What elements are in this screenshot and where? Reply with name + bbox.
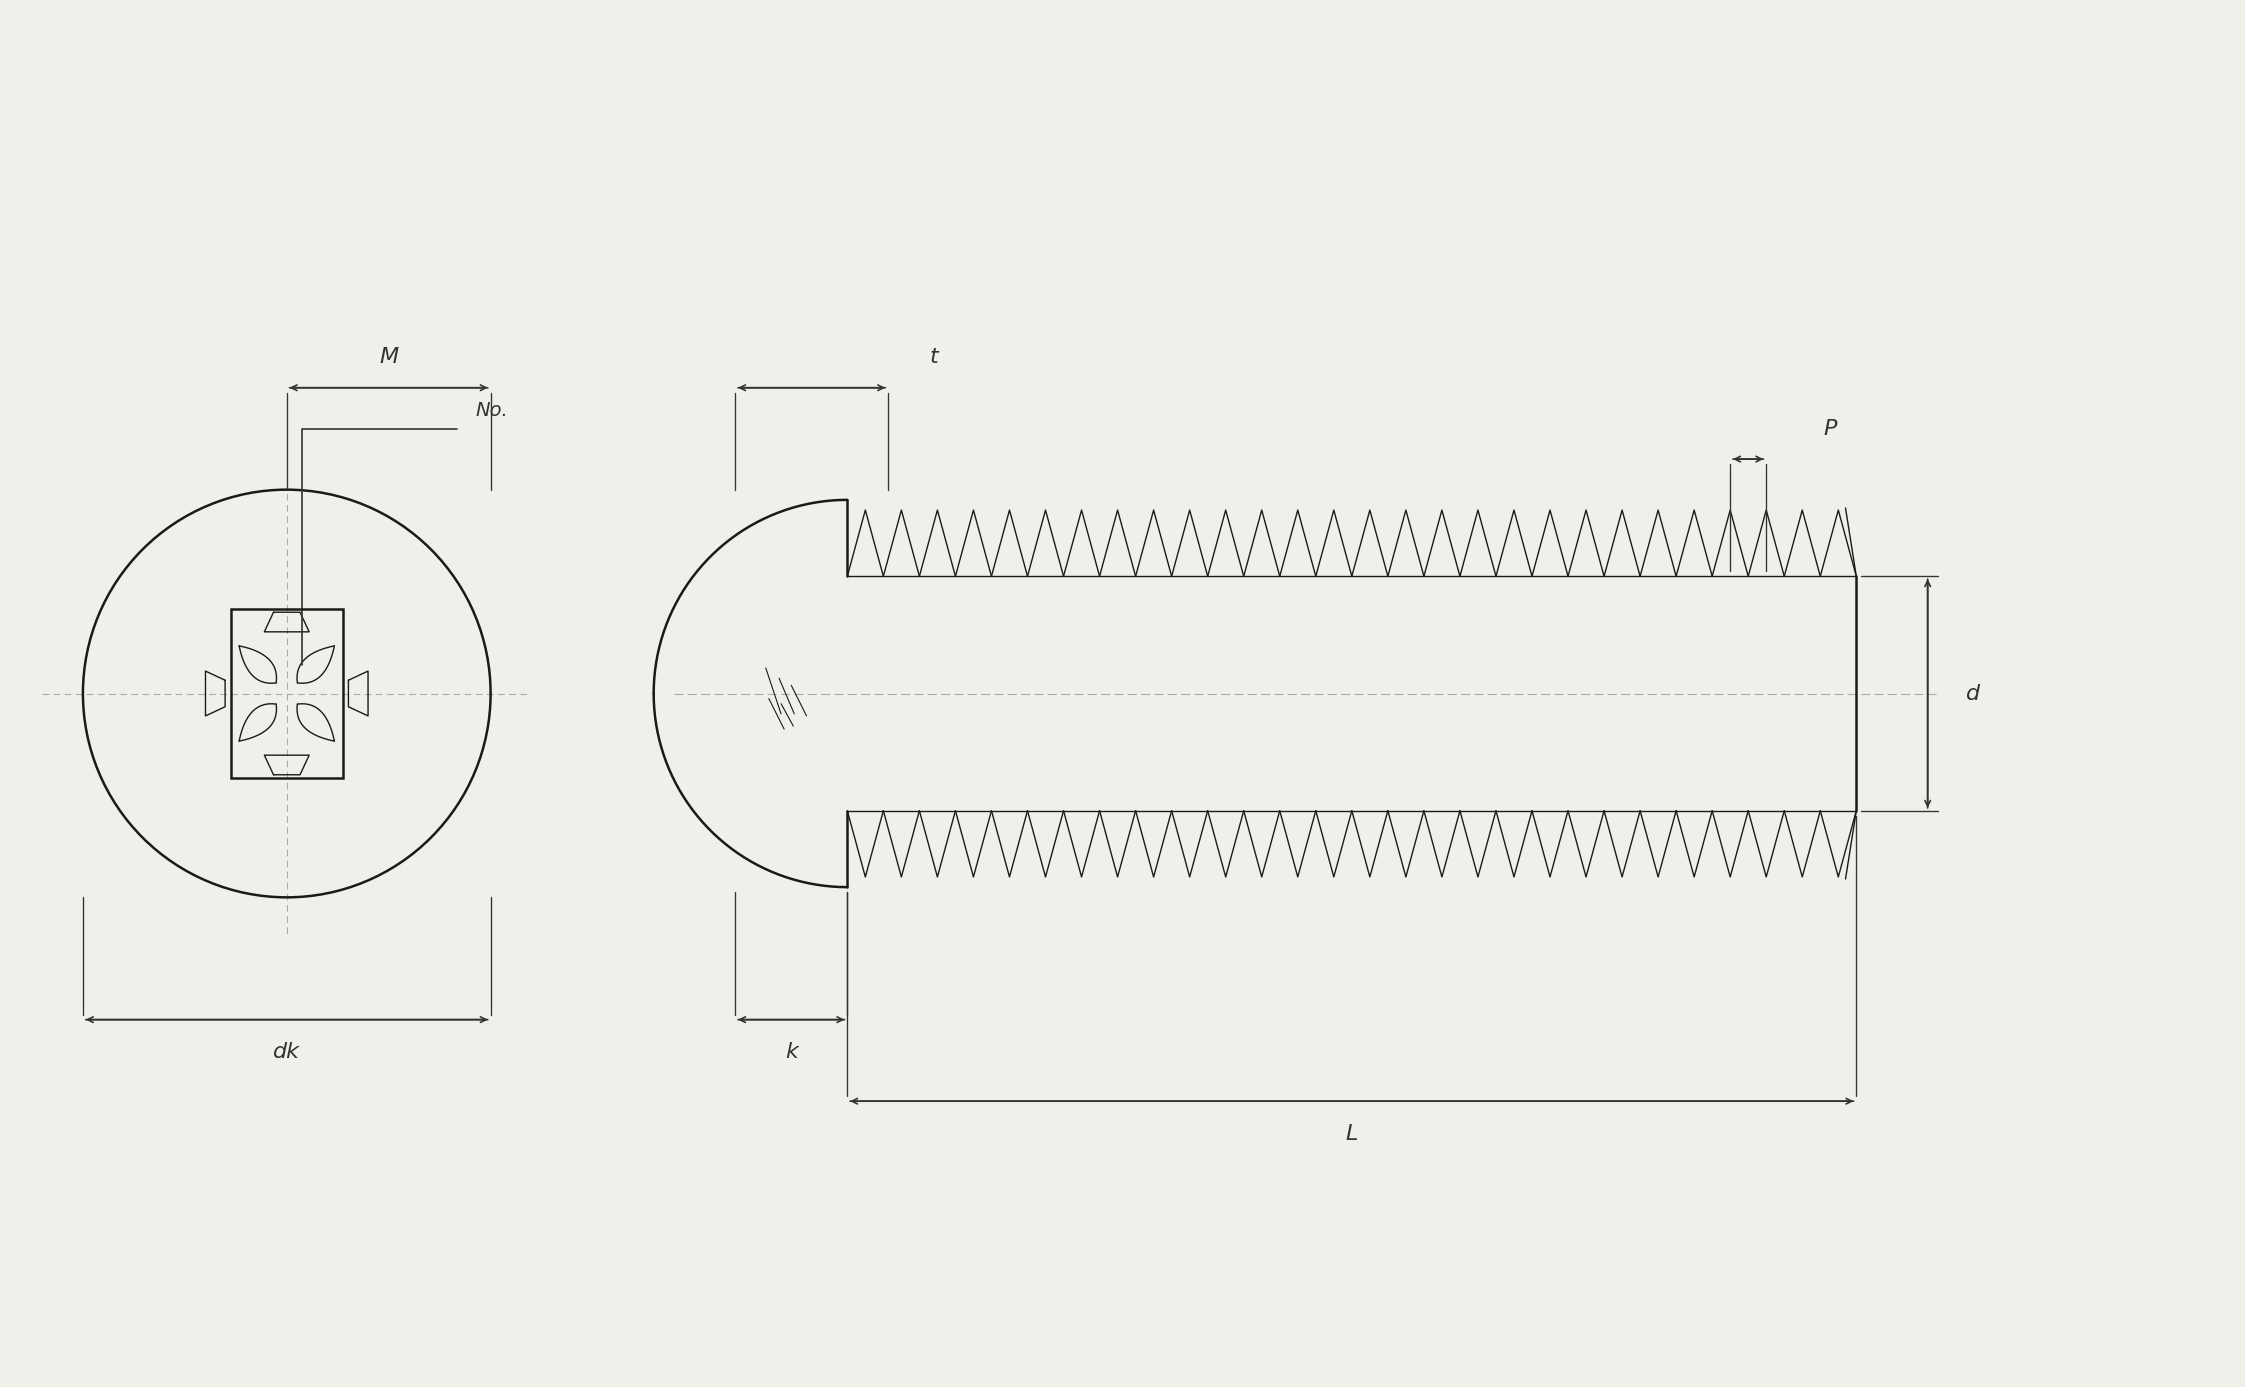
Text: P: P [1823, 419, 1836, 438]
Text: L: L [1345, 1123, 1358, 1144]
Text: dk: dk [274, 1042, 301, 1062]
Text: d: d [1967, 684, 1980, 703]
Text: k: k [786, 1042, 797, 1062]
Text: M: M [379, 347, 397, 368]
Text: t: t [929, 347, 938, 368]
Bar [231, 609, 343, 778]
Text: No.: No. [476, 401, 507, 420]
